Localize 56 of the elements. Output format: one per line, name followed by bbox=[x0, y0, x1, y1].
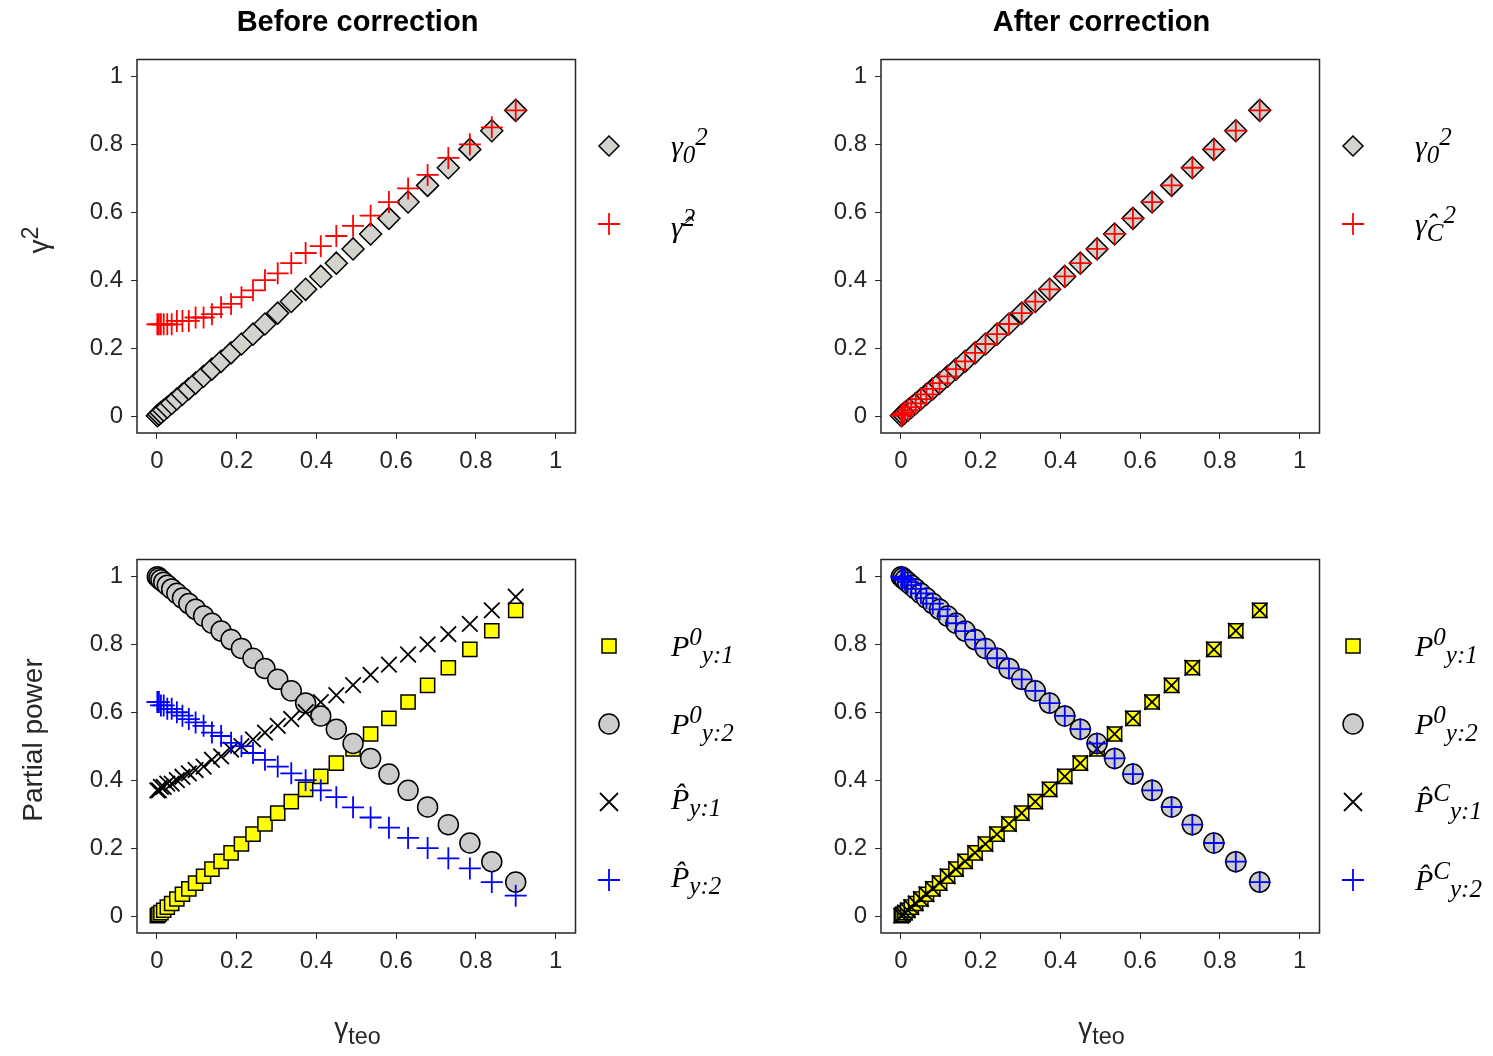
x-tick-label: 0 bbox=[894, 446, 908, 474]
x-tick-label: 0.2 bbox=[219, 946, 254, 974]
x-tick-label: 0.6 bbox=[379, 946, 413, 974]
chart-title: Before correction bbox=[235, 5, 480, 38]
x-tick-label: 0 bbox=[894, 946, 908, 974]
x-tick-label: 1 bbox=[1292, 446, 1307, 474]
y-tick-label: 0.2 bbox=[833, 832, 867, 860]
y-tick-label: 1 bbox=[109, 561, 123, 589]
y-tick-label: 0.6 bbox=[89, 196, 123, 224]
x-tick-label: 0.8 bbox=[459, 946, 493, 974]
x-tick-label: 1 bbox=[1292, 946, 1307, 974]
y-tick-label: 1 bbox=[853, 561, 867, 589]
x-tick-label: 0.6 bbox=[1123, 946, 1157, 974]
x-tick-label: 0.6 bbox=[379, 446, 413, 474]
legend-label: P̂$_{y:2}$ bbox=[671, 860, 722, 900]
x-tick-label: 0.2 bbox=[219, 446, 254, 474]
x-axis-title: γ$_{teo}$ bbox=[333, 1012, 382, 1050]
y-tick-label: 0.8 bbox=[89, 628, 123, 656]
y-tick-label: 0.8 bbox=[833, 128, 867, 156]
y-tick-label: 0.4 bbox=[833, 764, 867, 792]
y-tick-label: 0.4 bbox=[89, 264, 123, 292]
legend-label: γ̂$^{2}$ bbox=[671, 204, 696, 244]
y-tick-label: 0.8 bbox=[833, 628, 867, 656]
y-tick-label: 0.2 bbox=[89, 332, 123, 360]
x-tick-label: 0.4 bbox=[1043, 446, 1078, 474]
x-tick-label: 0.2 bbox=[963, 946, 998, 974]
y-tick-label: 1 bbox=[853, 61, 867, 89]
y-tick-label: 0.2 bbox=[833, 332, 867, 360]
x-tick-label: 0.8 bbox=[459, 446, 493, 474]
y-tick-label: 0 bbox=[853, 900, 867, 928]
y-tick-label: 0.4 bbox=[833, 264, 867, 292]
x-tick-label: 0.8 bbox=[1203, 446, 1237, 474]
y-axis-title: Partial power bbox=[17, 657, 49, 824]
x-tick-label: 0.4 bbox=[299, 446, 334, 474]
x-tick-label: 1 bbox=[548, 446, 563, 474]
x-tick-label: 0.8 bbox=[1203, 946, 1237, 974]
x-tick-label: 0.6 bbox=[1123, 446, 1157, 474]
x-tick-label: 0.4 bbox=[299, 946, 334, 974]
y-tick-label: 1 bbox=[109, 61, 123, 89]
y-tick-label: 0.6 bbox=[89, 696, 123, 724]
x-tick-label: 0.2 bbox=[963, 446, 998, 474]
y-tick-label: 0.6 bbox=[833, 196, 867, 224]
legend-label: P̂$_{y:1}$ bbox=[671, 782, 722, 822]
x-tick-label: 0.4 bbox=[1043, 946, 1078, 974]
x-axis-title: γ$_{teo}$ bbox=[1077, 1012, 1126, 1050]
y-tick-label: 0.6 bbox=[833, 696, 867, 724]
y-tick-label: 0.2 bbox=[89, 832, 123, 860]
y-tick-label: 0 bbox=[853, 400, 867, 428]
x-tick-label: 1 bbox=[548, 946, 563, 974]
chart-title: After correction bbox=[991, 5, 1212, 38]
y-tick-label: 0 bbox=[109, 400, 123, 428]
y-tick-label: 0 bbox=[109, 900, 123, 928]
x-tick-label: 0 bbox=[150, 946, 164, 974]
y-tick-label: 0.8 bbox=[89, 128, 123, 156]
x-tick-label: 0 bbox=[150, 446, 164, 474]
y-tick-label: 0.4 bbox=[89, 764, 123, 792]
